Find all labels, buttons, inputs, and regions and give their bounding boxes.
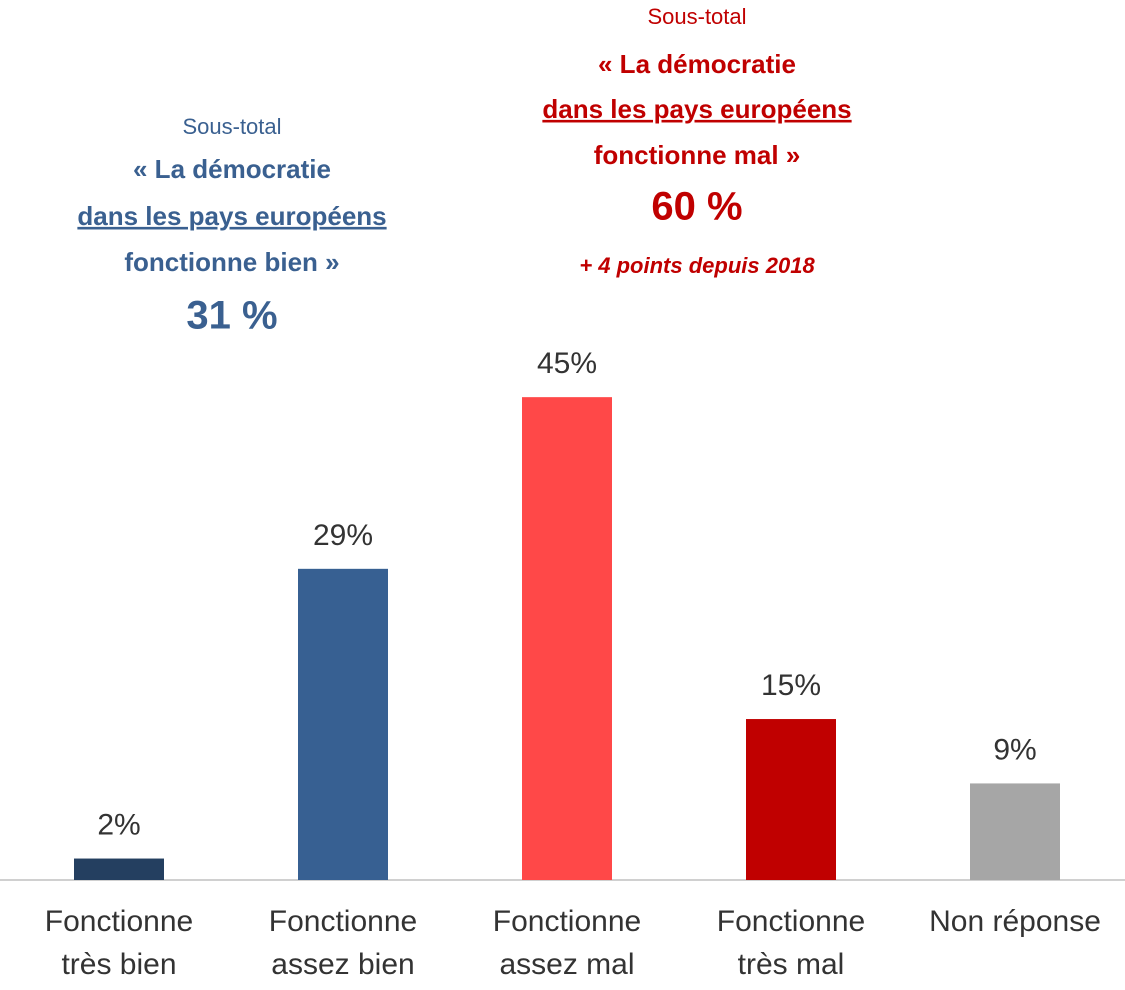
annotation: 60 % bbox=[651, 185, 742, 229]
value-label: 29% bbox=[313, 519, 373, 552]
annotation: fonctionne bien » bbox=[124, 247, 339, 277]
annotation: « La démocratie bbox=[598, 49, 796, 79]
annotation: + 4 points depuis 2018 bbox=[579, 253, 815, 278]
annotation: Sous-total bbox=[182, 114, 281, 139]
x-tick-label: Fonctionne bbox=[717, 905, 865, 938]
x-tick-label: très mal bbox=[738, 948, 845, 981]
bar bbox=[970, 783, 1060, 880]
x-tick-label: Fonctionne bbox=[269, 905, 417, 938]
x-tick-label: Fonctionne bbox=[493, 905, 641, 938]
annotation: 31 % bbox=[186, 294, 277, 338]
bar bbox=[298, 568, 388, 880]
value-label: 15% bbox=[761, 669, 821, 702]
x-tick-label: Non réponse bbox=[929, 905, 1101, 938]
bar bbox=[746, 719, 836, 880]
x-tick-label: assez bien bbox=[271, 948, 414, 981]
annotation: Sous-total bbox=[647, 4, 746, 29]
value-label: 9% bbox=[993, 733, 1036, 766]
annotation: dans les pays européens bbox=[542, 94, 851, 124]
value-label: 45% bbox=[537, 347, 597, 380]
bar bbox=[522, 397, 612, 880]
x-tick-label: assez mal bbox=[499, 948, 634, 981]
x-tick-label: Fonctionne bbox=[45, 905, 193, 938]
value-label: 2% bbox=[97, 808, 140, 841]
annotation: « La démocratie bbox=[133, 154, 331, 184]
bar bbox=[74, 858, 164, 880]
x-tick-label: très bien bbox=[61, 948, 176, 981]
annotation: dans les pays européens bbox=[77, 201, 386, 231]
annotation: fonctionne mal » bbox=[594, 140, 801, 170]
